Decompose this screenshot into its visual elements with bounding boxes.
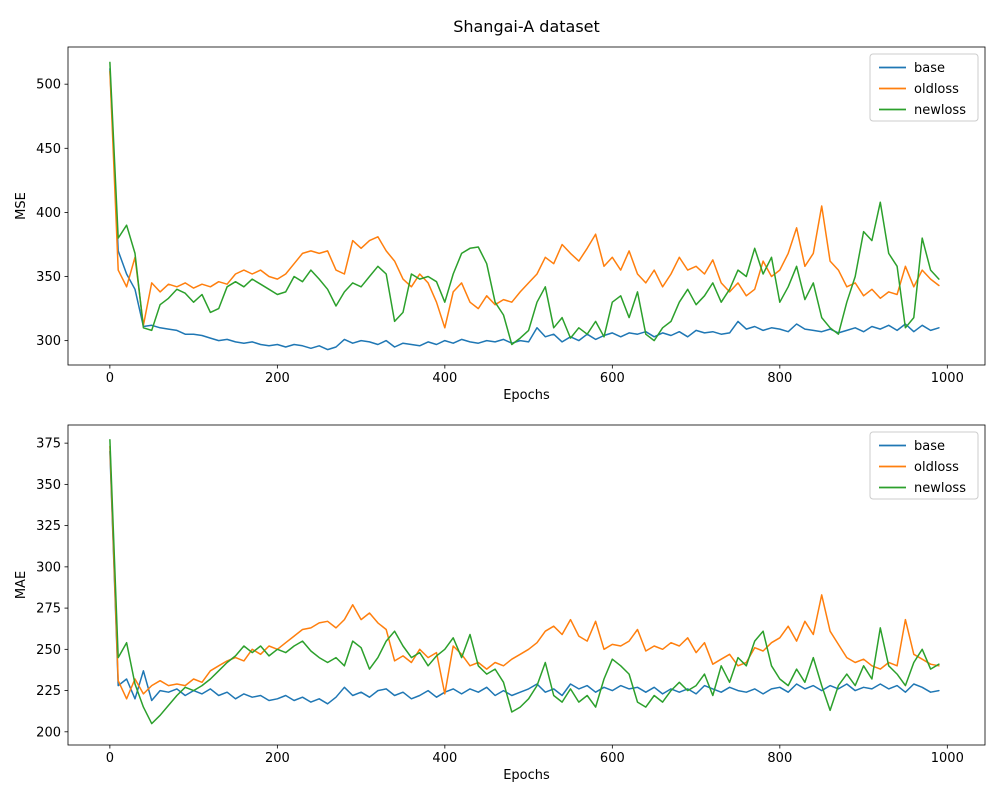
series-line-oldloss (109, 445, 940, 700)
x-tick-label: 600 (600, 371, 625, 386)
y-tick-label: 200 (36, 725, 61, 740)
x-axis-label: Epochs (503, 388, 550, 403)
series-line-newloss (109, 439, 940, 725)
subplot-mae: 0 200 400 600 800 1000 200 225 250 275 300 325 350 37… (14, 424, 986, 783)
x-tick-label: 0 (106, 751, 114, 766)
series-line-base (109, 450, 940, 705)
legend-label-newloss: newloss (914, 481, 966, 496)
y-tick-label: 300 (36, 334, 61, 349)
x-tick-label: 0 (106, 371, 114, 386)
y-tick-label: 225 (36, 684, 61, 699)
x-tick-label: 200 (265, 371, 290, 386)
x-tick-label: 800 (767, 751, 792, 766)
legend-label-base: base (914, 61, 945, 76)
series-line-base (109, 68, 940, 351)
chart-title: Shangai-A dataset (453, 17, 600, 36)
legend-label-newloss: newloss (914, 103, 966, 118)
axes-frame (67, 424, 986, 746)
y-tick-label: 250 (36, 643, 61, 658)
y-tick-label: 500 (36, 78, 61, 93)
y-axis-label: MAE (14, 571, 29, 599)
y-tick-label: 450 (36, 142, 61, 157)
legend: base oldloss newloss (869, 53, 979, 122)
x-tick-label: 400 (432, 371, 457, 386)
x-tick-label: 400 (432, 751, 457, 766)
axes-frame (67, 46, 986, 366)
legend-label-base: base (914, 439, 945, 454)
y-tick-label: 350 (36, 270, 61, 285)
y-tick-label: 350 (36, 478, 61, 493)
y-tick-label: 300 (36, 560, 61, 575)
legend-box (869, 431, 979, 500)
x-tick-label: 800 (767, 371, 792, 386)
x-tick-label: 1000 (931, 371, 964, 386)
x-tick-label: 200 (265, 751, 290, 766)
legend: base oldloss newloss (869, 431, 979, 500)
series-line-oldloss (109, 70, 940, 329)
y-tick-label: 325 (36, 519, 61, 534)
legend-label-oldloss: oldloss (914, 82, 959, 97)
y-tick-label: 275 (36, 602, 61, 617)
x-tick-label: 1000 (931, 751, 964, 766)
x-axis-label: Epochs (503, 768, 550, 783)
legend-box (869, 53, 979, 122)
series-line-newloss (109, 61, 940, 346)
y-axis-label: MSE (14, 192, 29, 220)
legend-label-oldloss: oldloss (914, 460, 959, 475)
subplot-mse: 0 200 400 600 800 1000 300 350 400 450 500 Epochs MS… (14, 46, 986, 403)
y-tick-label: 400 (36, 206, 61, 221)
y-tick-label: 375 (36, 437, 61, 452)
x-tick-label: 600 (600, 751, 625, 766)
